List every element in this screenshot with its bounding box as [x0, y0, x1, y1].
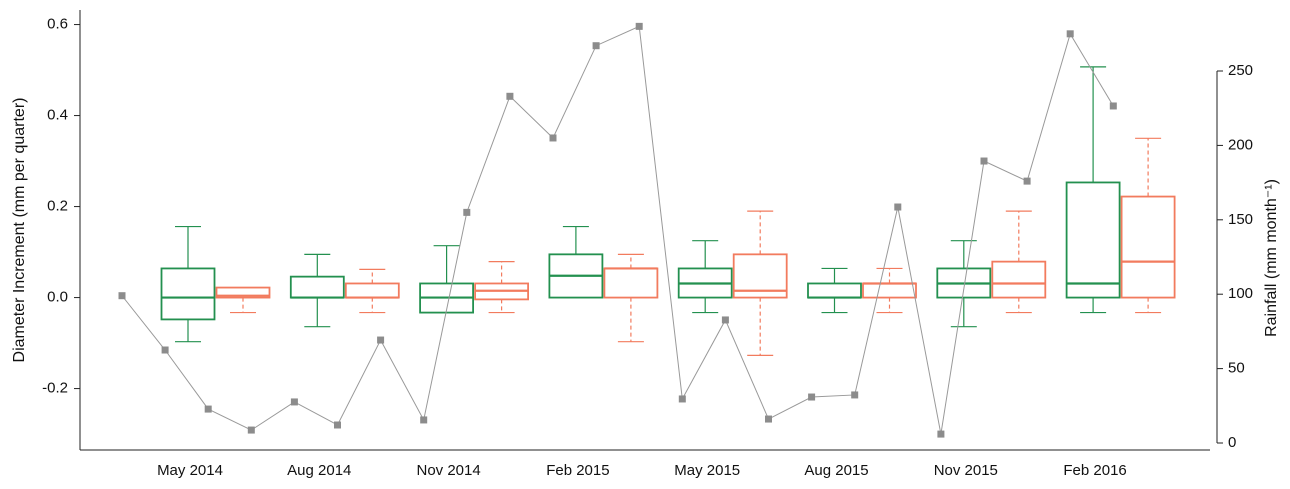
y2-axis-label: Rainfall (mm month⁻¹): [1263, 179, 1280, 337]
y-axis-label: Diameter Increment (mm per quarter): [11, 98, 28, 363]
rainfall-point: [592, 42, 600, 50]
y2-tick-label: 50: [1228, 360, 1245, 377]
box: [807, 282, 862, 299]
y2-tick-label: 0: [1228, 434, 1236, 451]
rainfall-point: [463, 208, 471, 216]
rainfall-point: [549, 134, 557, 142]
rainfall-point: [678, 395, 686, 403]
box: [862, 282, 917, 299]
x-tick-label: May 2015: [674, 462, 740, 479]
y2-tick-label: 150: [1228, 211, 1253, 228]
rainfall-point: [1023, 177, 1031, 185]
y2-tick-label: 200: [1228, 136, 1253, 153]
rainfall-point: [635, 22, 643, 30]
rainfall-point: [334, 421, 341, 429]
x-tick-label: Aug 2014: [287, 462, 351, 479]
y-tick-label: 0.2: [47, 198, 68, 215]
rainfall-point: [204, 405, 212, 413]
rainfall-point: [161, 346, 169, 354]
x-tick-label: Aug 2015: [804, 462, 868, 479]
rainfall-point: [290, 398, 298, 406]
x-tick-label: Nov 2014: [416, 462, 480, 479]
rainfall-point: [377, 336, 385, 344]
y-tick-label: 0.0: [47, 289, 68, 306]
rainfall-point: [808, 393, 816, 401]
y-tick-label: 0.6: [47, 16, 68, 33]
y2-tick-label: 250: [1228, 62, 1253, 79]
rainfall-point: [851, 391, 859, 399]
x-tick-label: Feb 2015: [546, 462, 609, 479]
y2-tick-label: 100: [1228, 285, 1253, 302]
rainfall-point: [247, 426, 255, 434]
rainfall-point: [506, 92, 514, 100]
rainfall-point: [1109, 102, 1117, 110]
y-tick-label: -0.2: [42, 380, 68, 397]
rainfall-point: [765, 415, 772, 423]
rainfall-point: [894, 203, 902, 211]
box: [160, 267, 216, 321]
box: [603, 267, 659, 299]
box: [1065, 181, 1121, 299]
box: [289, 275, 345, 299]
box: [344, 282, 400, 299]
box: [1120, 195, 1176, 299]
rainfall-point: [420, 416, 428, 424]
rainfall-point: [937, 430, 945, 438]
rainfall-point: [118, 292, 126, 300]
y-tick-label: 0.4: [47, 107, 68, 124]
x-tick-label: Nov 2015: [934, 462, 998, 479]
rainfall-line: [121, 25, 1114, 435]
rainfall-point: [1066, 30, 1074, 38]
rainfall-point: [980, 157, 988, 165]
x-tick-label: May 2014: [157, 462, 223, 479]
x-tick-label: Feb 2016: [1063, 462, 1126, 479]
box: [991, 260, 1047, 299]
rainfall-point: [721, 316, 729, 324]
box: [215, 286, 271, 299]
